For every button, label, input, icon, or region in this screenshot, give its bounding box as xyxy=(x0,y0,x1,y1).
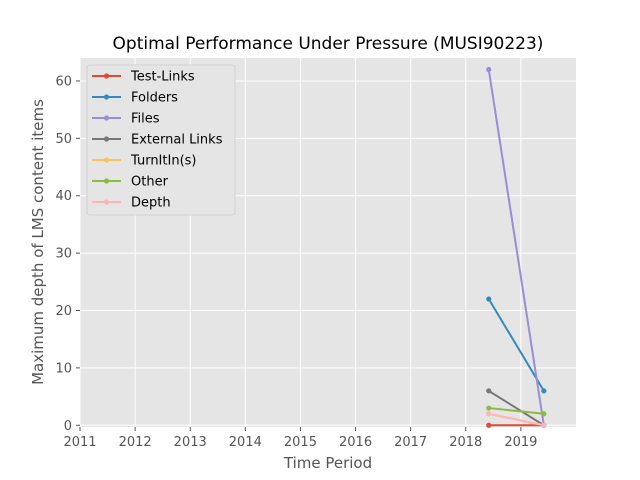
y-tick-label: 0 xyxy=(64,419,72,434)
legend-label: Depth xyxy=(131,196,171,211)
legend-item-test-links: Test-Links xyxy=(92,70,195,85)
legend-item-depth: Depth xyxy=(92,196,171,211)
series-line-other xyxy=(488,407,544,415)
x-tick-label: 2018 xyxy=(449,435,482,450)
series-line-external-links xyxy=(488,389,545,427)
legend-swatch-marker xyxy=(103,157,110,163)
legend-label: External Links xyxy=(131,133,223,148)
series-depth xyxy=(486,411,547,428)
legend-item-external-links: External Links xyxy=(92,133,223,148)
x-tick-label: 2014 xyxy=(229,435,262,450)
x-tick-label: 2016 xyxy=(339,435,372,450)
data-point-other xyxy=(486,405,492,411)
data-point-folders xyxy=(486,296,492,302)
y-tick-label: 40 xyxy=(55,189,72,204)
x-tick-label: 2017 xyxy=(394,435,427,450)
y-axis-label: Maximum depth of LMS content items xyxy=(29,99,47,385)
data-point-other xyxy=(541,411,547,417)
legend-box xyxy=(86,64,236,216)
y-tick-label: 30 xyxy=(55,247,72,262)
legend-item-other: Other xyxy=(92,175,169,190)
tick-labels: 2011 2012 2013 2014 2015 2016 2017 2018 2019 0 10 2… xyxy=(55,74,537,450)
y-tick-label: 50 xyxy=(55,132,72,147)
series-line-folders xyxy=(487,298,545,392)
legend-swatch-marker xyxy=(103,115,110,121)
legend-item-turnitin-s: TurnItIn(s) xyxy=(92,154,196,169)
legend-swatch-marker xyxy=(103,94,110,100)
chart-title: Optimal Performance Under Pressure (MUSI… xyxy=(113,34,544,54)
x-tick-label: 2012 xyxy=(119,435,152,450)
y-tick-label: 20 xyxy=(55,304,72,319)
series-layer xyxy=(486,66,547,428)
grid xyxy=(79,58,576,427)
legend-label: Files xyxy=(131,112,160,127)
legend-swatch-marker xyxy=(103,199,110,205)
legend-label: TurnItIn(s) xyxy=(130,154,196,169)
series-folders xyxy=(486,296,547,394)
x-tick-label: 2019 xyxy=(504,435,537,450)
data-point-depth xyxy=(541,422,547,428)
legend-swatch-marker xyxy=(103,136,110,142)
legend-label: Folders xyxy=(131,91,178,106)
legend-item-folders: Folders xyxy=(92,91,178,106)
series-other xyxy=(486,405,547,417)
x-tick-label: 2015 xyxy=(284,435,317,450)
series-line-depth xyxy=(488,412,545,427)
y-tick-label: 10 xyxy=(55,361,72,376)
legend-label: Test-Links xyxy=(130,70,195,85)
data-point-external-links xyxy=(486,388,492,394)
legend-item-files: Files xyxy=(92,112,160,127)
data-point-depth xyxy=(486,411,492,417)
x-tick-label: 2013 xyxy=(174,435,207,450)
series-line-files xyxy=(487,69,545,426)
data-point-folders xyxy=(541,388,547,394)
y-tick-label: 60 xyxy=(55,74,72,89)
legend-label: Other xyxy=(131,175,169,190)
x-tick-label: 2011 xyxy=(63,435,96,450)
legend-swatch-marker xyxy=(103,73,110,79)
x-axis-label: Time Period xyxy=(283,454,372,472)
legend: Test-Links Folders Files External Links Turn… xyxy=(86,64,236,216)
legend-swatch-marker xyxy=(103,178,110,184)
data-point-files xyxy=(486,66,492,73)
data-point-test-links xyxy=(486,422,492,428)
